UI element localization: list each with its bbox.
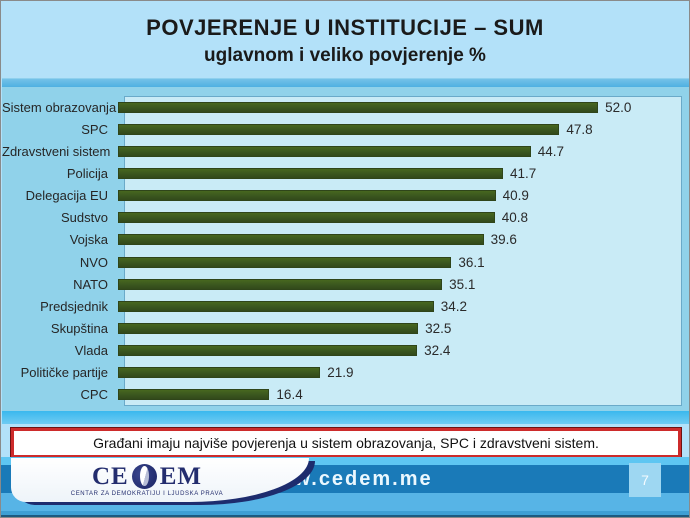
bar-row: CPC 16.4 [2,384,689,406]
category-label: Vlada [74,343,108,359]
bar [118,278,443,290]
bar-row: Delegacija EU 40.9 [2,185,689,207]
bar-track: 40.8 [116,210,672,225]
bar-track: 16.4 [116,387,672,402]
category-label: NVO [79,254,108,270]
bar-track: 34.2 [116,299,672,314]
logo-row: CE EM [91,462,202,490]
chart-bottom-band [2,411,689,424]
bar-row: Sistem obrazovanja 52.0 [2,96,689,118]
bar-row: NVO 36.1 [2,251,689,273]
bar-chart: Sistem obrazovanja 52.0 SPC 47.8 Zdravst… [2,87,689,411]
bar [118,212,495,224]
page-number: 7 [641,472,649,488]
bar [118,234,484,246]
category-label: Skupština [50,320,108,336]
bar-row: Vojska 39.6 [2,229,689,251]
bar-value-label: 39.6 [490,232,517,248]
bar-track: 41.7 [116,166,672,181]
category-label: SPC [81,121,108,137]
bar [118,145,531,157]
bar-row: Skupština 32.5 [2,317,689,339]
cedem-eye-icon [131,463,157,489]
category-label: Policija [66,165,108,181]
category-label: Predsjednik [40,298,108,314]
logo-text-ce: CE [91,462,129,490]
page-number-badge: 7 [629,463,661,497]
bar-track: 32.4 [116,343,672,358]
bar-track: 39.6 [116,232,672,247]
bar [118,256,452,268]
category-label: Političke partije [20,365,108,381]
bar-value-label: 16.4 [276,387,303,403]
bar-track: 36.1 [116,255,672,270]
bar-track: 44.7 [116,144,672,159]
bar [118,345,418,357]
bar-track: 40.9 [116,188,672,203]
footer-strip-top [1,457,689,465]
bar-row: Sudstvo 40.8 [2,207,689,229]
bar [118,101,599,113]
category-label: CPC [80,387,108,403]
bar-value-label: 44.7 [537,143,564,159]
bar-track: 21.9 [116,365,672,380]
bar-value-label: 34.2 [440,298,468,314]
bar-track: 32.5 [116,321,672,336]
bar-value-label: 41.7 [510,165,537,181]
bar-value-label: 40.8 [501,210,528,226]
category-label: Zdravstveni sistem [2,143,111,159]
bar-value-label: 35.1 [449,276,476,292]
footer-strip-bottom [1,511,689,517]
bar-row: Predsjednik 34.2 [2,295,689,317]
logo-text-em: EM [159,462,202,490]
bar-value-label: 52.0 [605,99,632,115]
bar-row: Policija 41.7 [2,162,689,184]
bar-track: 35.1 [116,277,672,292]
bar [118,367,321,379]
slide-title: POVJERENJE U INSTITUCIJE – SUM uglavnom … [1,13,689,69]
bar-value-label: 32.4 [424,343,451,359]
bar-row: Političke partije 21.9 [2,362,689,384]
category-label: Vojska [69,232,108,248]
title-divider-band [2,78,689,87]
bar-row: SPC 47.8 [2,118,689,140]
bar-value-label: 40.9 [502,188,529,204]
category-label: NATO [73,276,108,292]
chart-subtitle: uglavnom i veliko povjerenje % [204,45,486,66]
bar [118,190,496,202]
cedem-logo: CE EM CENTAR ZA DEMOKRATIJU I LJUDSKA PR… [11,458,309,502]
bar [118,389,270,401]
bar-track: 47.8 [116,122,672,137]
category-label: Delegacija EU [25,188,108,204]
bar-value-label: 47.8 [566,121,593,137]
bar-value-label: 32.5 [425,320,452,336]
bar [118,123,560,135]
bar [118,322,419,334]
bar-value-label: 36.1 [458,254,485,270]
conclusion-callout: Građani imaju najviše povjerenja u siste… [10,427,682,459]
slide-footer: www.cedem.me 7 CE EM CENTAR ZA DEMOKRATI… [1,457,689,517]
bar [118,300,434,312]
bar-row: NATO 35.1 [2,273,689,295]
bar-track: 52.0 [116,100,672,115]
conclusion-text: Građani imaju najviše povjerenja u siste… [93,435,599,451]
bar-row: Vlada 32.4 [2,340,689,362]
bar-row: Zdravstveni sistem 44.7 [2,140,689,162]
category-label: Sistem obrazovanja [2,99,117,115]
chart-rows: Sistem obrazovanja 52.0 SPC 47.8 Zdravst… [2,96,689,406]
bar-value-label: 21.9 [327,365,354,381]
chart-title: POVJERENJE U INSTITUCIJE – SUM [146,15,544,40]
category-label: Sudstvo [61,210,108,226]
logo-tagline: CENTAR ZA DEMOKRATIJU I LJUDSKA PRAVA [70,490,224,497]
bar [118,167,504,179]
